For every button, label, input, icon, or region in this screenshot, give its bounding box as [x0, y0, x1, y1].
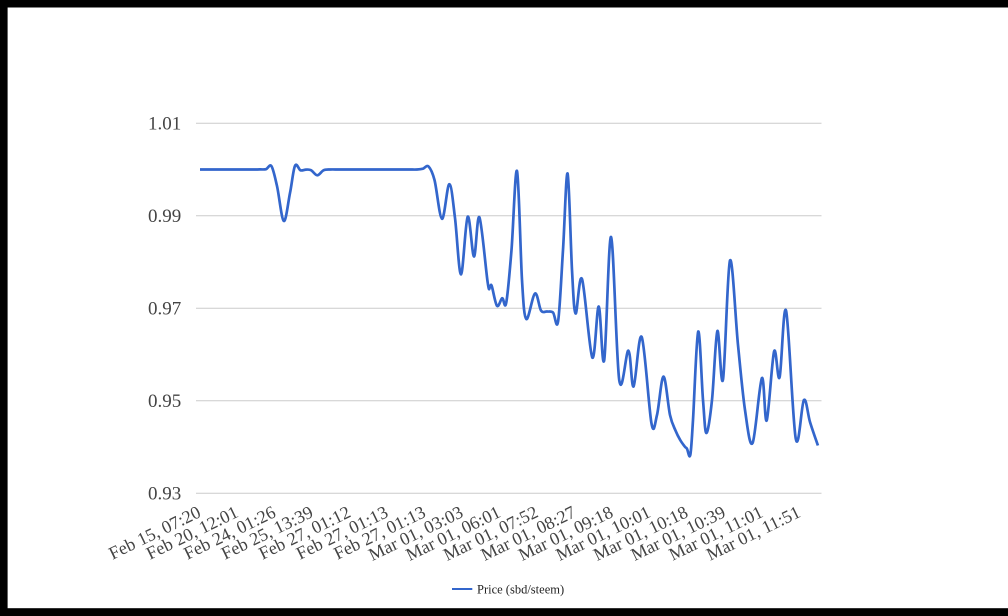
svg-text:0.95: 0.95 — [148, 391, 181, 412]
svg-text:0.97: 0.97 — [148, 299, 181, 320]
svg-text:0.93: 0.93 — [148, 484, 181, 505]
svg-text:1.01: 1.01 — [148, 114, 181, 135]
svg-text:0.99: 0.99 — [148, 206, 181, 227]
svg-text:Price (sbd/steem): Price (sbd/steem) — [477, 583, 564, 597]
